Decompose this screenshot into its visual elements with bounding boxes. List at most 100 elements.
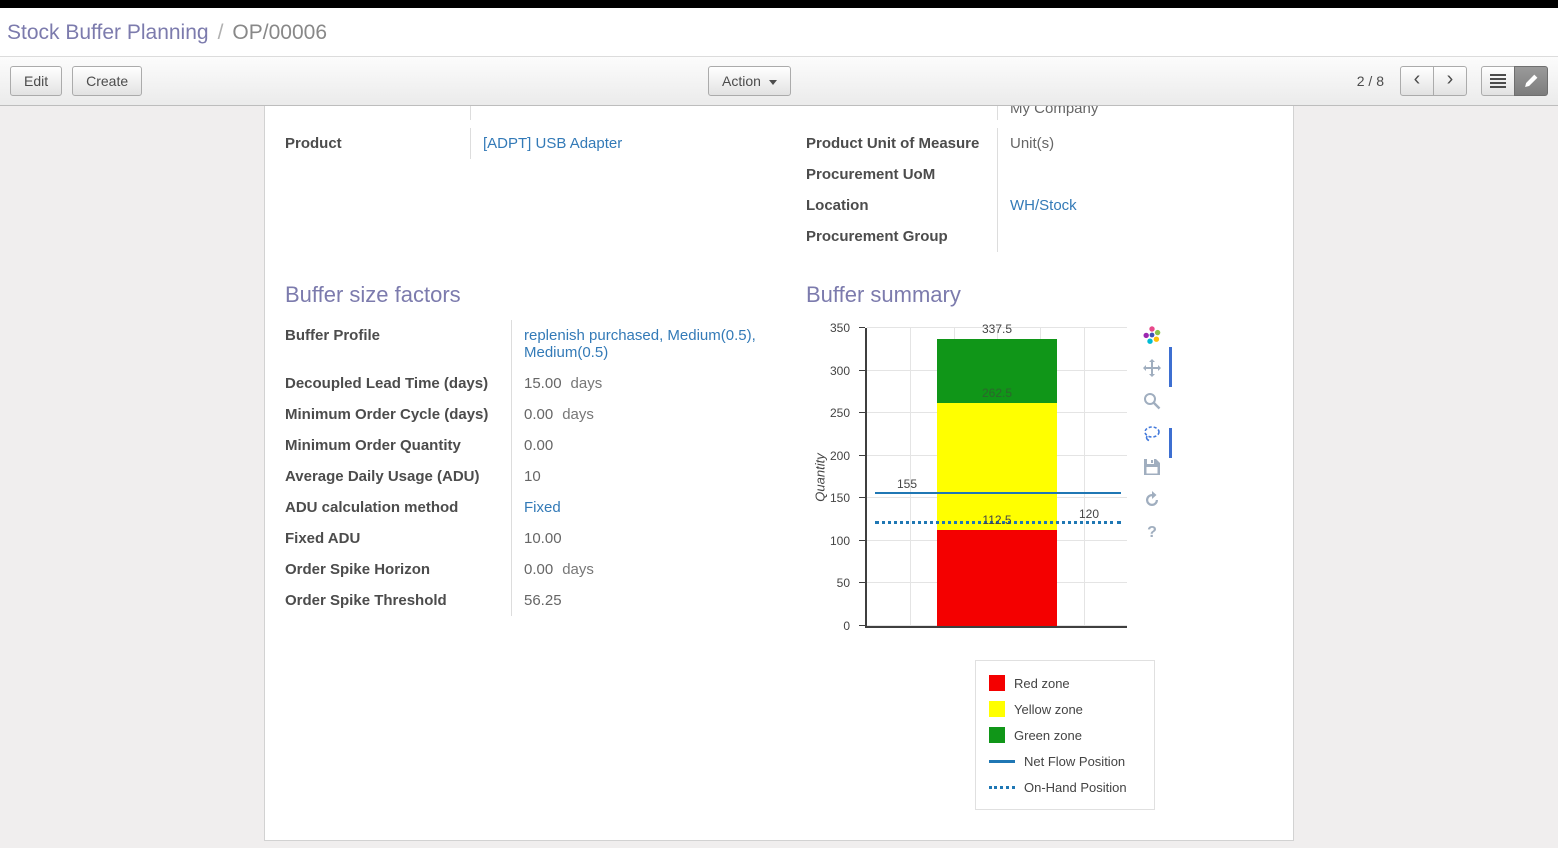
legend-item[interactable]: On-Hand Position (989, 774, 1154, 800)
field-value-link[interactable]: [ADPT] USB Adapter (483, 135, 623, 152)
legend-item[interactable]: Green zone (989, 722, 1154, 748)
field-label: Fixed ADU (285, 530, 361, 547)
save-button[interactable] (1142, 457, 1162, 477)
pan-button[interactable] (1142, 358, 1162, 378)
field-label: Minimum Order Cycle (days) (285, 406, 489, 423)
field-value: 56.25 (511, 585, 785, 616)
field-suffix: days (562, 561, 594, 578)
breadcrumb-parent-link[interactable]: Stock Buffer Planning (7, 21, 209, 44)
y-tick-mark (859, 369, 865, 371)
toolbar-left: Edit Create (10, 66, 143, 96)
list-view-button[interactable] (1481, 66, 1515, 96)
caret-down-icon (768, 79, 777, 85)
floppy-disk-icon (1144, 459, 1160, 475)
toolbar-center: Action (142, 66, 1357, 96)
field-value-link[interactable]: Fixed (524, 499, 561, 516)
chart-annotation: 337.5 (981, 321, 1013, 336)
buffer-size-factors-heading: Buffer size factors (285, 282, 461, 307)
field-value: 0.00 days (511, 554, 785, 585)
field-value-text: My Company (1010, 106, 1099, 117)
field-value: 0.00 (511, 430, 785, 461)
field-value-text: 10.00 (524, 530, 562, 547)
zoom-button[interactable] (1142, 391, 1162, 411)
clipped-field-row: My Company (806, 106, 1273, 120)
field-value (997, 221, 1273, 252)
help-button[interactable]: ? (1142, 523, 1162, 543)
buffer-summary-heading: Buffer summary (806, 282, 961, 307)
field-group-left: Product [ADPT] USB Adapter (285, 106, 785, 252)
green-zone-bar (937, 338, 1057, 403)
legend-label: Yellow zone (1014, 701, 1083, 717)
field-suffix: days (570, 375, 603, 392)
y-tick-label: 300 (829, 363, 850, 378)
reset-button[interactable] (1142, 490, 1162, 510)
field-value-text: 0.00 (524, 437, 554, 454)
legend-label: Red zone (1014, 675, 1070, 691)
breadcrumb-separator: / (217, 21, 224, 44)
breadcrumb-current: OP/00006 (232, 21, 327, 44)
field-row: Minimum Order Quantity 0.00 (285, 430, 785, 461)
y-tick-mark (859, 327, 865, 328)
previous-record-button[interactable]: ‹ (1400, 66, 1434, 96)
buffer-summary-column: Buffer summary Quantity 0 50 100 150 200 250 3… (806, 252, 1273, 810)
field-row: Location WH/Stock (806, 190, 1273, 221)
legend-line-marker (989, 759, 1015, 763)
create-button[interactable]: Create (72, 66, 143, 96)
field-label: Decoupled Lead Time (days) (285, 375, 489, 392)
chart-plot-area[interactable]: 337.5 262.5 155 112.5 120 (859, 322, 1127, 628)
legend-item[interactable]: Net Flow Position (989, 748, 1154, 774)
net-flow-position-line (875, 492, 1121, 495)
top-nav-bar (0, 0, 1558, 8)
y-tick-mark (859, 539, 865, 541)
field-value (470, 106, 785, 120)
field-suffix: days (562, 406, 594, 423)
form-sheet: Product [ADPT] USB Adapter My Company Pro… (264, 106, 1294, 841)
legend-item[interactable]: Red zone (989, 670, 1154, 696)
field-value-link[interactable]: replenish purchased, Medium(0.5), Medium… (524, 327, 756, 361)
question-mark-icon: ? (1147, 524, 1157, 541)
edit-button[interactable]: Edit (10, 66, 63, 96)
y-tick-mark (859, 412, 865, 414)
field-value: 0.00 days (511, 399, 785, 430)
legend-item[interactable]: Yellow zone (989, 696, 1154, 722)
next-record-button[interactable]: › (1433, 66, 1467, 96)
magnifier-icon (1144, 393, 1161, 410)
y-tick-label: 200 (829, 448, 850, 463)
field-value: My Company (997, 106, 1273, 120)
action-label: Action (721, 73, 761, 89)
legend-swatch (989, 727, 1005, 743)
field-label: Product Unit of Measure (806, 135, 980, 152)
y-tick-label: 250 (829, 406, 850, 421)
chart-annotation: 120 (1078, 506, 1099, 521)
plotly-logo-button[interactable] (1142, 325, 1162, 345)
field-row: Procurement UoM (806, 159, 1273, 190)
field-group-right: My Company Product Unit of Measure Unit(s… (806, 106, 1273, 252)
chevron-left-icon: ‹ (1413, 68, 1421, 90)
field-value-text: Unit(s) (1010, 135, 1055, 152)
field-value: Fixed (511, 492, 785, 523)
action-dropdown-button[interactable]: Action (707, 66, 791, 96)
control-panel: Edit Create Action 2 / 8 ‹ › (0, 56, 1558, 106)
content-area: Product [ADPT] USB Adapter My Company Pro… (0, 106, 1558, 848)
red-zone-bar (937, 530, 1057, 626)
form-view-button[interactable] (1514, 66, 1548, 96)
field-row: Decoupled Lead Time (days) 15.00 days (285, 368, 785, 399)
field-value-text: 56.25 (524, 592, 562, 609)
field-label: ADU calculation method (285, 499, 459, 516)
y-tick-label: 50 (836, 576, 850, 591)
chart-modebar: ? (1140, 325, 1172, 543)
y-tick-label: 0 (843, 619, 850, 633)
field-value: replenish purchased, Medium(0.5), Medium… (511, 320, 785, 368)
legend-swatch (989, 701, 1005, 717)
field-value: 10.00 (511, 523, 785, 554)
toolbar-right: 2 / 8 ‹ › (1357, 66, 1548, 96)
pencil-icon (1525, 74, 1538, 87)
field-value-link[interactable]: WH/Stock (1010, 197, 1077, 214)
pan-icon (1143, 359, 1161, 377)
field-value-text: 15.00 (524, 375, 562, 392)
plotly-logo-icon (1143, 326, 1161, 344)
field-value-text: 0.00 (524, 406, 554, 423)
lasso-select-button[interactable] (1142, 424, 1162, 444)
field-label: Average Daily Usage (ADU) (285, 468, 480, 485)
chart-annotation: 155 (897, 477, 918, 492)
